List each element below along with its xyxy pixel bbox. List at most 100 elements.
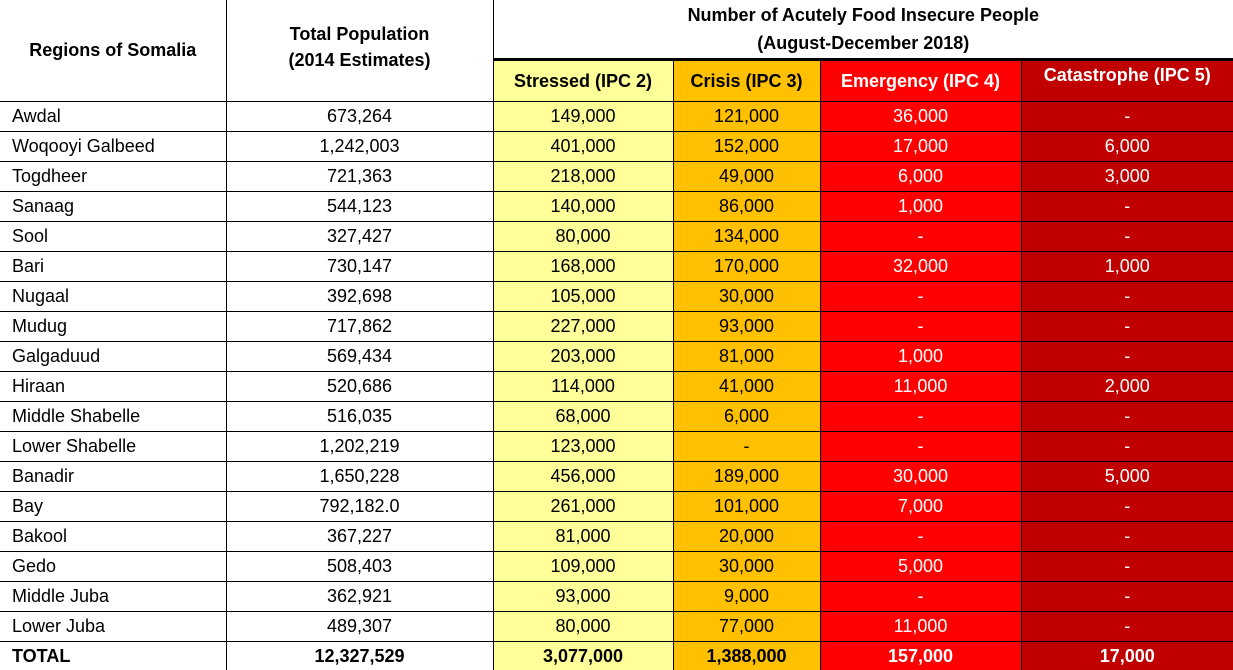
header-ipc3: Crisis (IPC 3) (673, 60, 820, 102)
cell-population: 520,686 (226, 372, 493, 402)
cell-region: Banadir (0, 462, 226, 492)
cell-population: 673,264 (226, 102, 493, 132)
cell-ipc4: - (820, 222, 1021, 252)
header-group-line2: (August-December 2018) (494, 29, 1233, 57)
cell-ipc5: - (1021, 522, 1233, 552)
cell-region: Hiraan (0, 372, 226, 402)
cell-region: Sanaag (0, 192, 226, 222)
header-population: Total Population (2014 Estimates) (226, 0, 493, 102)
header-insecure-group: Number of Acutely Food Insecure People (… (493, 0, 1233, 60)
header-population-line1: Total Population (227, 21, 493, 47)
cell-ipc4: - (820, 432, 1021, 462)
header-ipc2: Stressed (IPC 2) (493, 60, 673, 102)
cell-ipc4: 5,000 (820, 552, 1021, 582)
cell-population: 392,698 (226, 282, 493, 312)
cell-ipc5: - (1021, 552, 1233, 582)
cell-ipc2: 261,000 (493, 492, 673, 522)
cell-ipc3: 30,000 (673, 552, 820, 582)
cell-region: Lower Juba (0, 612, 226, 642)
cell-ipc3: 49,000 (673, 162, 820, 192)
cell-ipc2: 168,000 (493, 252, 673, 282)
cell-population: 569,434 (226, 342, 493, 372)
total-cell-ipc4: 157,000 (820, 642, 1021, 670)
cell-ipc4: 36,000 (820, 102, 1021, 132)
cell-region: Awdal (0, 102, 226, 132)
cell-population: 1,202,219 (226, 432, 493, 462)
cell-ipc5: - (1021, 492, 1233, 522)
cell-ipc5: - (1021, 342, 1233, 372)
cell-ipc2: 218,000 (493, 162, 673, 192)
cell-population: 367,227 (226, 522, 493, 552)
cell-ipc4: 32,000 (820, 252, 1021, 282)
cell-population: 516,035 (226, 402, 493, 432)
cell-ipc3: 170,000 (673, 252, 820, 282)
cell-region: Lower Shabelle (0, 432, 226, 462)
cell-ipc2: 123,000 (493, 432, 673, 462)
cell-ipc4: 11,000 (820, 372, 1021, 402)
cell-ipc3: 101,000 (673, 492, 820, 522)
cell-ipc4: 17,000 (820, 132, 1021, 162)
cell-ipc4: 11,000 (820, 612, 1021, 642)
total-cell-ipc3: 1,388,000 (673, 642, 820, 670)
cell-region: Galgaduud (0, 342, 226, 372)
cell-ipc3: 81,000 (673, 342, 820, 372)
total-cell-ipc2: 3,077,000 (493, 642, 673, 670)
cell-ipc3: - (673, 432, 820, 462)
cell-ipc2: 227,000 (493, 312, 673, 342)
cell-region: Togdheer (0, 162, 226, 192)
cell-ipc4: - (820, 312, 1021, 342)
cell-ipc5: 2,000 (1021, 372, 1233, 402)
cell-ipc2: 80,000 (493, 222, 673, 252)
cell-ipc5: - (1021, 432, 1233, 462)
cell-population: 327,427 (226, 222, 493, 252)
cell-ipc5: - (1021, 612, 1233, 642)
cell-ipc5: - (1021, 582, 1233, 612)
cell-ipc3: 93,000 (673, 312, 820, 342)
cell-ipc3: 134,000 (673, 222, 820, 252)
cell-ipc2: 456,000 (493, 462, 673, 492)
cell-ipc5: - (1021, 282, 1233, 312)
cell-ipc5: - (1021, 402, 1233, 432)
header-group-line1: Number of Acutely Food Insecure People (494, 1, 1233, 29)
cell-region: Woqooyi Galbeed (0, 132, 226, 162)
cell-region: Sool (0, 222, 226, 252)
cell-ipc4: - (820, 282, 1021, 312)
cell-population: 717,862 (226, 312, 493, 342)
cell-ipc3: 20,000 (673, 522, 820, 552)
cell-ipc5: 5,000 (1021, 462, 1233, 492)
cell-population: 544,123 (226, 192, 493, 222)
cell-population: 721,363 (226, 162, 493, 192)
header-ipc4: Emergency (IPC 4) (820, 60, 1021, 102)
cell-ipc3: 77,000 (673, 612, 820, 642)
cell-ipc3: 189,000 (673, 462, 820, 492)
cell-ipc5: - (1021, 312, 1233, 342)
cell-population: 730,147 (226, 252, 493, 282)
cell-ipc3: 121,000 (673, 102, 820, 132)
total-cell-region: TOTAL (0, 642, 226, 670)
cell-ipc2: 149,000 (493, 102, 673, 132)
cell-population: 362,921 (226, 582, 493, 612)
cell-ipc5: 3,000 (1021, 162, 1233, 192)
cell-ipc3: 30,000 (673, 282, 820, 312)
cell-ipc4: - (820, 582, 1021, 612)
cell-ipc2: 140,000 (493, 192, 673, 222)
cell-ipc2: 109,000 (493, 552, 673, 582)
